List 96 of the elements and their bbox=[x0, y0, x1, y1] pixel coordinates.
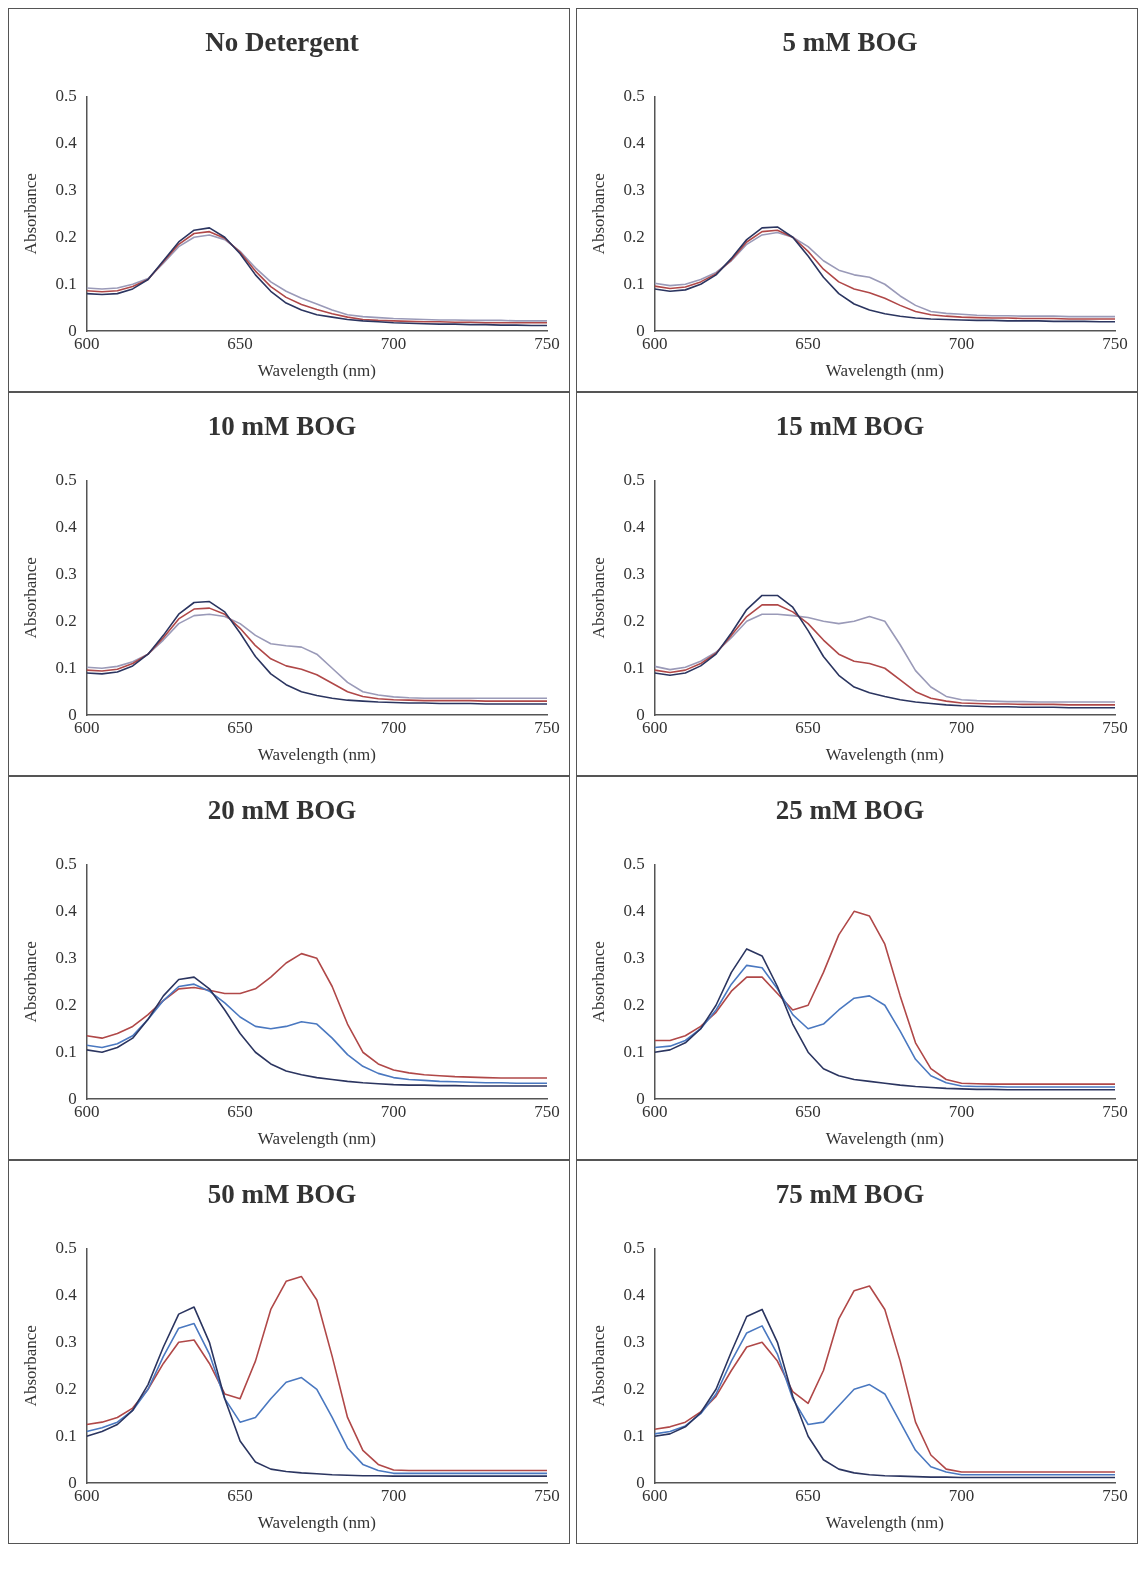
y-tick-label: 0.2 bbox=[623, 226, 645, 246]
y-tick-label: 0.3 bbox=[55, 563, 77, 583]
x-tick-label: 750 bbox=[534, 1101, 560, 1121]
y-tick-label: 0.5 bbox=[55, 85, 77, 105]
x-tick-label: 700 bbox=[948, 1485, 975, 1505]
y-tick-label: 0.2 bbox=[623, 994, 645, 1014]
y-tick-label: 0.5 bbox=[55, 1237, 77, 1257]
y-tick-label: 0.3 bbox=[623, 947, 645, 967]
chart-title: 5 mM BOG bbox=[782, 27, 918, 58]
y-tick-label: 0.2 bbox=[623, 610, 645, 630]
x-tick-label: 700 bbox=[948, 1101, 975, 1121]
y-tick-label: 0.4 bbox=[55, 516, 78, 536]
x-tick-label: 650 bbox=[795, 1485, 821, 1505]
y-tick-label: 0.1 bbox=[55, 273, 77, 293]
y-tick-label: 0.1 bbox=[623, 657, 645, 677]
y-tick-label: 0 bbox=[68, 320, 77, 340]
y-tick-label: 0.2 bbox=[55, 226, 77, 246]
chart-title: 25 mM BOG bbox=[775, 795, 925, 826]
x-tick-label: 650 bbox=[795, 717, 821, 737]
chart-title: No Detergent bbox=[205, 27, 359, 58]
y-tick-label: 0.4 bbox=[623, 516, 646, 536]
y-tick-label: 0 bbox=[68, 704, 77, 724]
x-axis-title: Wavelength (nm) bbox=[257, 1129, 376, 1149]
y-tick-label: 0.5 bbox=[55, 853, 77, 873]
x-tick-label: 700 bbox=[380, 1485, 407, 1505]
y-tick-label: 0.4 bbox=[623, 1284, 646, 1304]
y-tick-label: 0.4 bbox=[55, 1284, 78, 1304]
y-tick-label: 0.4 bbox=[55, 900, 78, 920]
y-tick-label: 0.2 bbox=[55, 1378, 77, 1398]
chart-title: 15 mM BOG bbox=[775, 411, 925, 442]
y-tick-label: 0.2 bbox=[55, 994, 77, 1014]
x-tick-label: 700 bbox=[380, 333, 407, 353]
y-tick-label: 0.5 bbox=[623, 853, 645, 873]
y-tick-label: 0.1 bbox=[623, 273, 645, 293]
chart-title: 20 mM BOG bbox=[207, 795, 357, 826]
y-axis-title: Absorbance bbox=[588, 941, 608, 1023]
y-tick-label: 0 bbox=[636, 1088, 645, 1108]
y-tick-label: 0.3 bbox=[55, 179, 77, 199]
y-tick-label: 0 bbox=[636, 1472, 645, 1492]
y-tick-label: 0.3 bbox=[55, 947, 77, 967]
chart-title: 75 mM BOG bbox=[775, 1179, 925, 1210]
x-tick-label: 650 bbox=[227, 1485, 253, 1505]
x-tick-label: 650 bbox=[227, 717, 253, 737]
y-axis-title: Absorbance bbox=[588, 557, 608, 639]
x-axis-title: Wavelength (nm) bbox=[825, 361, 944, 381]
x-tick-label: 700 bbox=[948, 717, 975, 737]
y-tick-label: 0 bbox=[68, 1472, 77, 1492]
x-tick-label: 700 bbox=[380, 717, 407, 737]
y-tick-label: 0.1 bbox=[623, 1425, 645, 1445]
x-tick-label: 750 bbox=[1102, 1101, 1128, 1121]
y-tick-label: 0.1 bbox=[55, 657, 77, 677]
x-axis-title: Wavelength (nm) bbox=[257, 745, 376, 765]
x-axis-title: Wavelength (nm) bbox=[257, 1513, 376, 1533]
x-axis-title: Wavelength (nm) bbox=[825, 1513, 944, 1533]
y-tick-label: 0.5 bbox=[623, 85, 645, 105]
y-tick-label: 0.3 bbox=[623, 563, 645, 583]
y-tick-label: 0 bbox=[636, 320, 645, 340]
y-tick-label: 0.4 bbox=[55, 132, 78, 152]
y-axis-title: Absorbance bbox=[20, 941, 40, 1023]
y-tick-label: 0.2 bbox=[55, 610, 77, 630]
y-tick-label: 0.3 bbox=[623, 1331, 645, 1351]
y-tick-label: 0.4 bbox=[623, 132, 646, 152]
y-tick-label: 0.1 bbox=[55, 1041, 77, 1061]
chart-title: 50 mM BOG bbox=[207, 1179, 357, 1210]
x-tick-label: 750 bbox=[534, 333, 560, 353]
y-tick-label: 0.3 bbox=[55, 1331, 77, 1351]
y-axis-title: Absorbance bbox=[20, 1325, 40, 1407]
chart-title: 10 mM BOG bbox=[207, 411, 357, 442]
x-tick-label: 650 bbox=[227, 1101, 253, 1121]
x-tick-label: 650 bbox=[795, 333, 821, 353]
x-axis-title: Wavelength (nm) bbox=[825, 745, 944, 765]
x-axis-title: Wavelength (nm) bbox=[825, 1129, 944, 1149]
y-axis-title: Absorbance bbox=[588, 1325, 608, 1407]
x-tick-label: 750 bbox=[1102, 717, 1128, 737]
y-tick-label: 0.5 bbox=[623, 469, 645, 489]
x-tick-label: 650 bbox=[227, 333, 253, 353]
y-tick-label: 0.5 bbox=[623, 1237, 645, 1257]
x-tick-label: 750 bbox=[1102, 1485, 1128, 1505]
y-axis-title: Absorbance bbox=[20, 557, 40, 639]
x-tick-label: 750 bbox=[534, 1485, 560, 1505]
x-axis-title: Wavelength (nm) bbox=[257, 361, 376, 381]
x-tick-label: 750 bbox=[534, 717, 560, 737]
x-tick-label: 650 bbox=[795, 1101, 821, 1121]
y-axis-title: Absorbance bbox=[20, 173, 40, 255]
y-tick-label: 0.5 bbox=[55, 469, 77, 489]
y-tick-label: 0.2 bbox=[623, 1378, 645, 1398]
y-tick-label: 0.1 bbox=[55, 1425, 77, 1445]
y-tick-label: 0 bbox=[68, 1088, 77, 1108]
y-axis-title: Absorbance bbox=[588, 173, 608, 255]
y-tick-label: 0.3 bbox=[623, 179, 645, 199]
y-tick-label: 0 bbox=[636, 704, 645, 724]
y-tick-label: 0.1 bbox=[623, 1041, 645, 1061]
x-tick-label: 700 bbox=[948, 333, 975, 353]
y-tick-label: 0.4 bbox=[623, 900, 646, 920]
x-tick-label: 700 bbox=[380, 1101, 407, 1121]
x-tick-label: 750 bbox=[1102, 333, 1128, 353]
